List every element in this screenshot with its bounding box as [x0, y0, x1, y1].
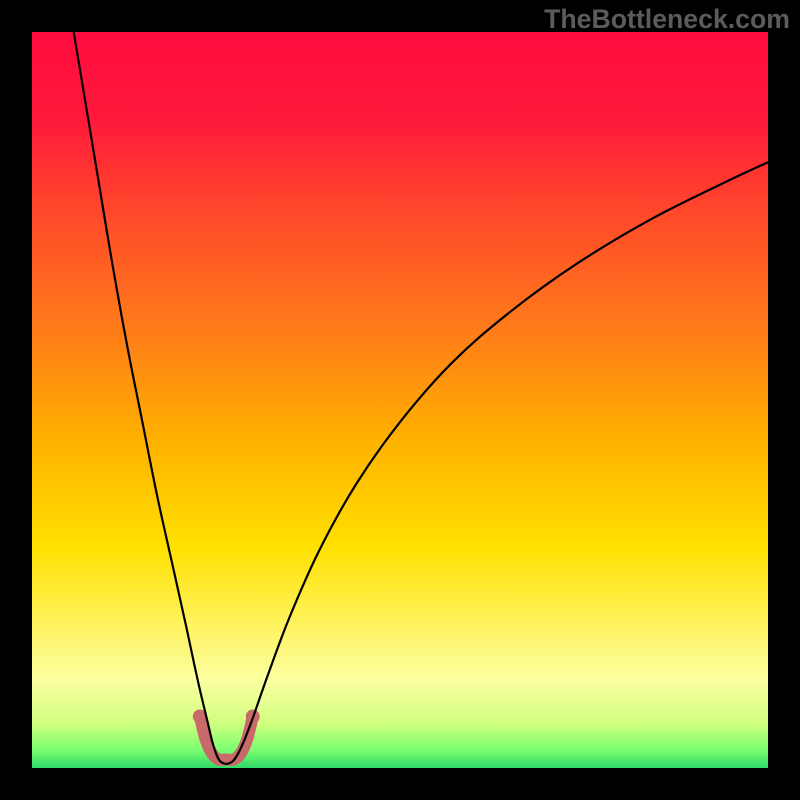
plot-area [32, 32, 768, 768]
watermark-label: TheBottleneck.com [544, 4, 790, 35]
bottleneck-chart-svg [32, 32, 768, 768]
chart-frame: TheBottleneck.com [0, 0, 800, 800]
gradient-background [32, 32, 768, 768]
